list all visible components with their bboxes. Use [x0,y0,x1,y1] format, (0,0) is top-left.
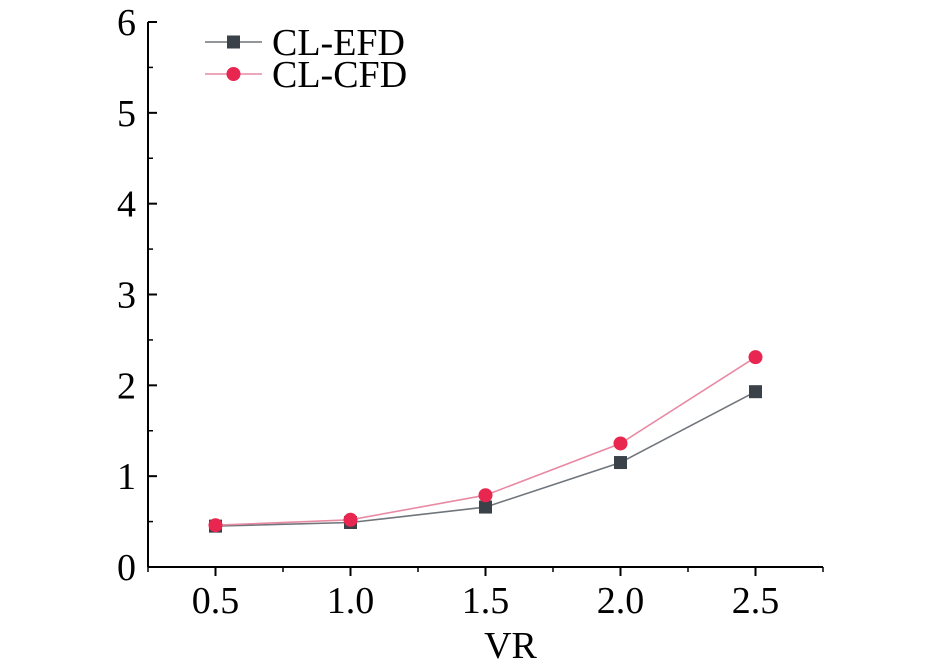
data-point-cl-efd [479,500,492,514]
data-point-cl-cfd [748,350,763,365]
data-point-cl-cfd [478,488,493,503]
y-tick-label: 6 [117,2,136,44]
data-point-cl-efd [749,385,762,399]
y-tick-label: 0 [117,547,136,589]
data-point-cl-cfd [343,512,358,527]
data-point-cl-cfd [208,518,223,533]
legend-marker-cl-efd [227,35,240,49]
y-tick-label: 4 [117,184,136,226]
legend-marker-cl-cfd [226,67,241,81]
data-point-cl-efd [614,456,627,470]
legend-label-cl-cfd: CL-CFD [272,54,407,96]
x-tick-label: 2.0 [597,580,645,622]
data-point-cl-cfd [613,436,628,451]
y-tick-label: 5 [117,93,136,135]
x-tick-label: 2.5 [732,580,780,622]
x-axis-title: VR [484,625,537,667]
legend-label-cl-efd: CL-EFD [272,22,405,64]
axes: 0 1 2 3 4 5 6 0.5 1.0 1.5 2.0 2.5 VR [117,2,824,667]
x-tick-label: 1.5 [462,580,510,622]
y-tick-label: 1 [117,456,136,498]
series-markers [208,350,763,533]
y-tick-label: 2 [117,365,136,407]
x-tick-label: 1.0 [327,580,375,622]
x-tick-label: 0.5 [192,580,240,622]
y-tick-label: 3 [117,275,136,317]
